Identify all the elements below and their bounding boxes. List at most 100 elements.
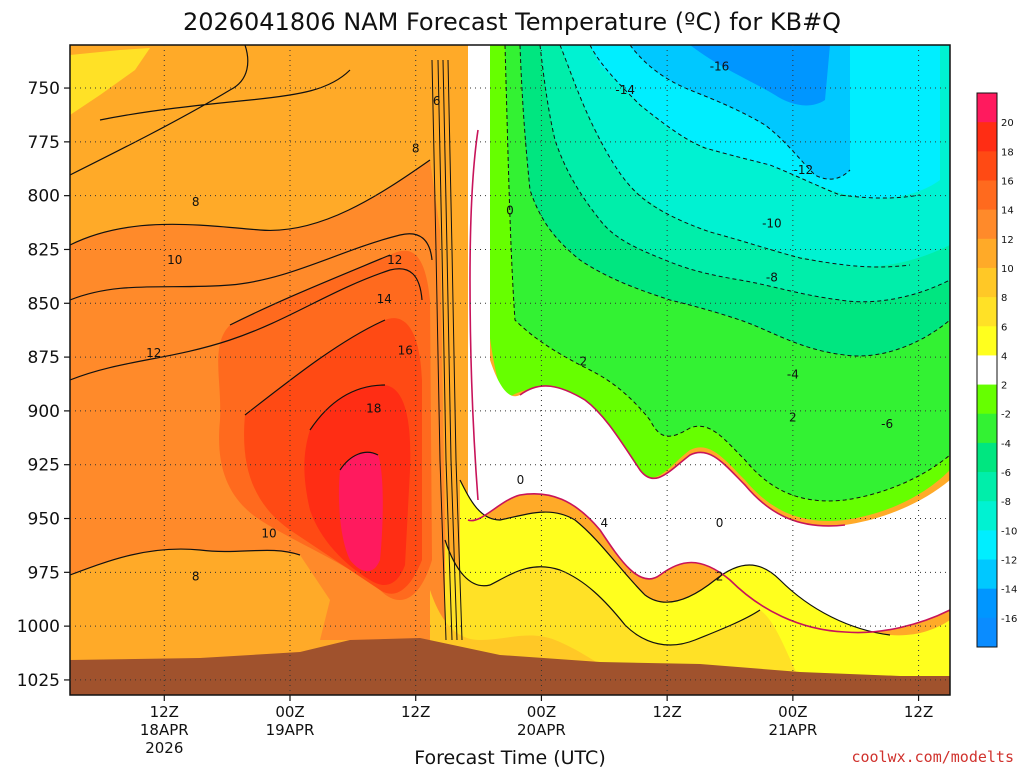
contour-label: 0	[517, 473, 525, 487]
contour-label: 8	[192, 195, 200, 209]
chart-title: 2026041806 NAM Forecast Temperature (ºC)…	[183, 8, 841, 36]
contour-label: 0	[506, 204, 514, 218]
y-tick-label: 950	[28, 510, 60, 530]
contour-label: -14	[615, 83, 635, 97]
contour-label: 2	[716, 570, 724, 584]
contour-label: 10	[167, 253, 182, 267]
colorbar-swatch	[977, 617, 997, 648]
colorbar-label: -4	[1001, 439, 1011, 450]
y-tick-label: 900	[28, 402, 60, 422]
credit-text: coolwx.com/modelts	[851, 748, 1014, 766]
colorbar-swatch	[977, 238, 997, 269]
contour-lines-warm	[70, 45, 433, 576]
contour-label: 8	[412, 141, 420, 155]
y-tick-label: 750	[28, 79, 60, 99]
contour-label: -6	[881, 417, 893, 431]
colorbar-label: 12	[1001, 235, 1014, 246]
x-tick-label: 21APR	[768, 721, 817, 739]
contour-label: 0	[716, 516, 724, 530]
y-tick-label: 825	[28, 240, 60, 260]
x-tick-label: 19APR	[266, 721, 315, 739]
contour-label: 2	[789, 410, 797, 424]
contour-label: -12	[794, 163, 814, 177]
contour-labels: -16 -14 -12 -10 -8 -6 -4 2 2 0 2 4 0 0 6 8 8 12 10 14 16 12 18…	[146, 60, 893, 584]
colorbar-swatch	[977, 472, 997, 502]
colorbar-swatch	[977, 326, 997, 356]
colorbar-frame	[976, 92, 998, 648]
temperature-field	[70, 45, 950, 695]
colorbar-label: -10	[1001, 526, 1017, 537]
contour-lines-cold	[504, 45, 950, 502]
colorbar-label: -16	[1001, 614, 1017, 625]
contour-label: -8	[766, 270, 778, 284]
contour-label: 10	[261, 527, 276, 541]
y-tick-label: 875	[28, 348, 60, 368]
band-4-6	[70, 48, 150, 115]
contour-lines-lower	[444, 479, 891, 646]
colorbar-label: -2	[1001, 410, 1011, 421]
colorbar-label: 16	[1001, 176, 1014, 187]
contour-label: 2	[580, 354, 588, 368]
colorbar-label: 18	[1001, 147, 1014, 158]
contour-label: -16	[710, 60, 730, 74]
contour-label: 14	[377, 292, 392, 306]
contour-label: -10	[762, 217, 782, 231]
colorbar-swatch	[977, 122, 997, 152]
colorbar-swatch	[977, 413, 997, 444]
colorbar-swatch	[977, 501, 997, 531]
x-tick-label: 20APR	[517, 721, 566, 739]
colorbar-swatch	[977, 355, 997, 386]
y-tick-label: 1025	[17, 671, 60, 691]
colorbar-label: -8	[1001, 497, 1011, 508]
contour-label: 18	[366, 402, 381, 416]
colorbar-swatch	[977, 442, 997, 473]
x-axis-title: Forecast Time (UTC)	[414, 747, 605, 768]
contour-label: 16	[398, 344, 413, 358]
band-near-zero	[468, 45, 950, 633]
colorbar-swatch	[977, 588, 997, 619]
colorbar-label: 8	[1001, 293, 1007, 304]
colorbar-label: -14	[1001, 585, 1017, 596]
colorbar-swatch	[977, 93, 997, 123]
colorbar-label: -12	[1001, 556, 1017, 567]
x-tick-label: 12Z	[652, 703, 681, 721]
colorbar-label: 4	[1001, 351, 1007, 362]
grid	[70, 45, 950, 695]
x-tick-label: 12Z	[150, 703, 179, 721]
plot-frame	[69, 44, 951, 696]
colorbar-swatch	[977, 297, 997, 327]
y-tick-label: 800	[28, 187, 60, 207]
contour-label: 6	[433, 94, 441, 108]
colorbar-swatch	[977, 559, 997, 590]
x-tick-label: 12Z	[401, 703, 430, 721]
band-minus16-plus	[690, 45, 830, 106]
contour-label: 8	[192, 570, 200, 584]
y-tick-label: 850	[28, 294, 60, 314]
y-axis: 750 775 800 825 850 875 900 925 950 975 1000 1025	[17, 79, 70, 691]
colorbar-label: -6	[1001, 468, 1011, 479]
colorbar-label: 6	[1001, 322, 1007, 333]
x-tick-label: 2026	[145, 739, 183, 757]
colorbar-label: 10	[1001, 264, 1014, 275]
x-tick-label: 12Z	[904, 703, 933, 721]
x-tick-label: 00Z	[778, 703, 807, 721]
contour-label: 12	[387, 253, 402, 267]
contour-zero-line	[467, 129, 950, 634]
colorbar: 20 18 16 14 12 10 8 6 4 2 -2 -4 -6 -8 -10 -12 -14 -16	[976, 92, 1017, 648]
y-tick-label: 1000	[17, 617, 60, 637]
x-tick-label: 00Z	[527, 703, 556, 721]
colorbar-swatch	[977, 384, 997, 415]
y-tick-label: 975	[28, 563, 60, 583]
band-18-plus	[338, 452, 383, 572]
contour-lines-steep	[431, 59, 463, 641]
colorbar-swatch	[977, 267, 997, 298]
colorbar-swatch	[977, 530, 997, 561]
colorbar-swatch	[977, 180, 997, 211]
contour-label: -4	[787, 367, 799, 381]
colorbar-swatch	[977, 151, 997, 181]
contour-label: 4	[600, 516, 608, 530]
colorbar-swatch	[977, 209, 997, 240]
colorbar-label: 20	[1001, 118, 1014, 129]
